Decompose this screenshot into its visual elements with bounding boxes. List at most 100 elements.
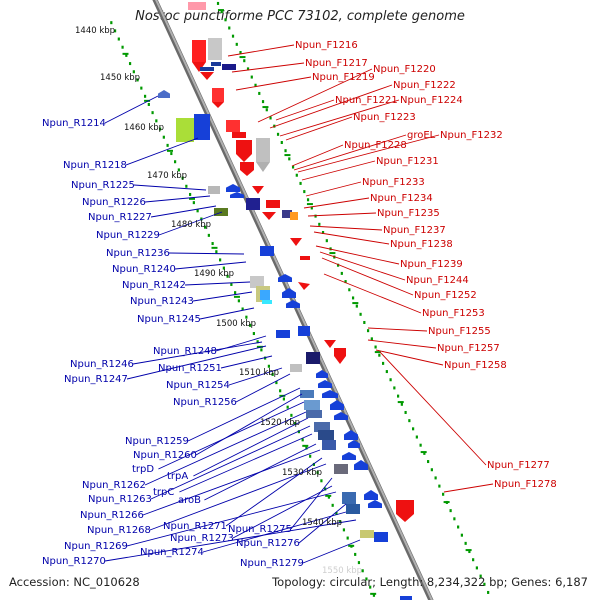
gene-marker xyxy=(236,154,252,162)
gene-box xyxy=(226,120,240,132)
track-dot xyxy=(189,192,192,196)
kbp-label: 1510 kbp xyxy=(239,368,279,378)
leader-line xyxy=(232,485,333,539)
track-dot xyxy=(479,574,482,578)
track-dot xyxy=(487,590,490,594)
gene-box xyxy=(374,532,388,542)
track-dot xyxy=(294,422,297,426)
gene-box xyxy=(334,348,346,356)
track-dot xyxy=(457,525,460,529)
track-dot xyxy=(113,29,117,33)
leader-line xyxy=(302,539,361,564)
track-dot xyxy=(254,83,257,87)
leader-line xyxy=(313,231,390,245)
leader-line xyxy=(291,144,344,167)
track-dot xyxy=(372,593,376,597)
gene-arrow xyxy=(348,440,360,448)
track-dot xyxy=(147,102,150,106)
track-dot xyxy=(291,165,295,169)
gene-label-minus: Npun_R1236 xyxy=(106,248,170,259)
gene-box xyxy=(298,326,310,336)
track-dot xyxy=(275,381,278,385)
gene-box xyxy=(360,530,374,538)
track-dot xyxy=(393,386,396,390)
gene-label-plus: Npun_F1231 xyxy=(376,156,439,167)
gene-label-minus: Npun_R1248 xyxy=(153,346,217,357)
track-dot xyxy=(381,361,385,365)
gene-label-minus: Npun_R1243 xyxy=(130,296,194,307)
gene-label-minus: Npun_R1245 xyxy=(137,314,201,325)
gene-label-minus: Npun_R1276 xyxy=(236,538,300,549)
gene-box xyxy=(262,300,272,304)
gene-label-plus: Npun_F1217 xyxy=(305,58,368,69)
track-dot xyxy=(216,1,220,5)
gene-marker xyxy=(200,72,214,80)
leader-line xyxy=(309,225,383,231)
leader-line xyxy=(375,349,444,366)
gene-label-minus: Npun_R1251 xyxy=(158,363,222,374)
track-dot xyxy=(316,471,319,475)
track-dot xyxy=(327,495,331,499)
track-dot xyxy=(357,561,361,565)
gene-box xyxy=(256,138,270,162)
track-dot xyxy=(483,582,486,586)
track-dot xyxy=(309,454,312,458)
gene-label-minus: Npun_R1259 xyxy=(125,436,189,447)
gene-box xyxy=(211,62,221,66)
track-dot xyxy=(468,550,471,554)
track-dot xyxy=(170,152,173,156)
leader-line xyxy=(298,503,347,544)
gene-marker xyxy=(192,62,206,72)
track-dot xyxy=(331,503,334,507)
track-dot xyxy=(310,206,313,210)
track-dot xyxy=(196,209,199,213)
gene-arrow xyxy=(354,460,368,470)
gene-box xyxy=(300,256,310,260)
gene-label-plus: Npun_F1258 xyxy=(444,360,507,371)
gene-label-plus: groEL xyxy=(407,130,436,141)
track-dot xyxy=(177,168,180,172)
track-dot xyxy=(385,370,388,374)
track-dot xyxy=(258,91,261,95)
gene-label-plus: Npun_F1216 xyxy=(295,40,358,51)
gene-label-minus: Npun_R1229 xyxy=(96,230,160,241)
gene-box xyxy=(290,364,302,372)
gene-label-minus: Npun_R1242 xyxy=(122,280,186,291)
track-dot xyxy=(200,217,203,221)
gene-label-plus: Npun_F1244 xyxy=(406,275,469,286)
gene-label-plus: Npun_F1238 xyxy=(390,239,453,250)
leader-line xyxy=(126,345,267,380)
track-dot xyxy=(427,460,430,464)
gene-marker xyxy=(262,212,276,220)
gene-label-minus: Npun_R1260 xyxy=(133,450,197,461)
gene-marker xyxy=(252,186,264,194)
gene-box xyxy=(194,114,210,140)
leader-line xyxy=(168,252,245,255)
gene-label-plus: Npun_F1233 xyxy=(362,177,425,188)
gene-arrow xyxy=(286,300,300,308)
gene-box xyxy=(318,430,334,440)
gene-label-plus: Npun_F1255 xyxy=(428,326,491,337)
track-dot xyxy=(342,528,346,532)
track-dot xyxy=(260,348,263,352)
leader-line xyxy=(132,341,263,365)
gene-box xyxy=(304,400,320,410)
gene-box xyxy=(260,246,274,256)
track-dot xyxy=(226,274,229,278)
gene-box xyxy=(290,212,298,220)
track-dot xyxy=(370,337,373,341)
gene-label-minus: Npun_R1254 xyxy=(166,380,230,391)
track-dot xyxy=(324,487,327,491)
gene-box xyxy=(192,40,206,62)
track-dot xyxy=(237,299,240,303)
track-dot xyxy=(361,569,364,573)
gene-marker xyxy=(212,102,224,108)
track-dot xyxy=(117,37,120,41)
track-dot xyxy=(460,533,463,537)
track-dot xyxy=(297,430,301,434)
track-dot xyxy=(219,258,222,262)
track-dot xyxy=(224,18,227,22)
kbp-label: 1500 kbp xyxy=(216,319,256,329)
track-dot xyxy=(284,149,287,153)
leader-line xyxy=(193,417,309,477)
